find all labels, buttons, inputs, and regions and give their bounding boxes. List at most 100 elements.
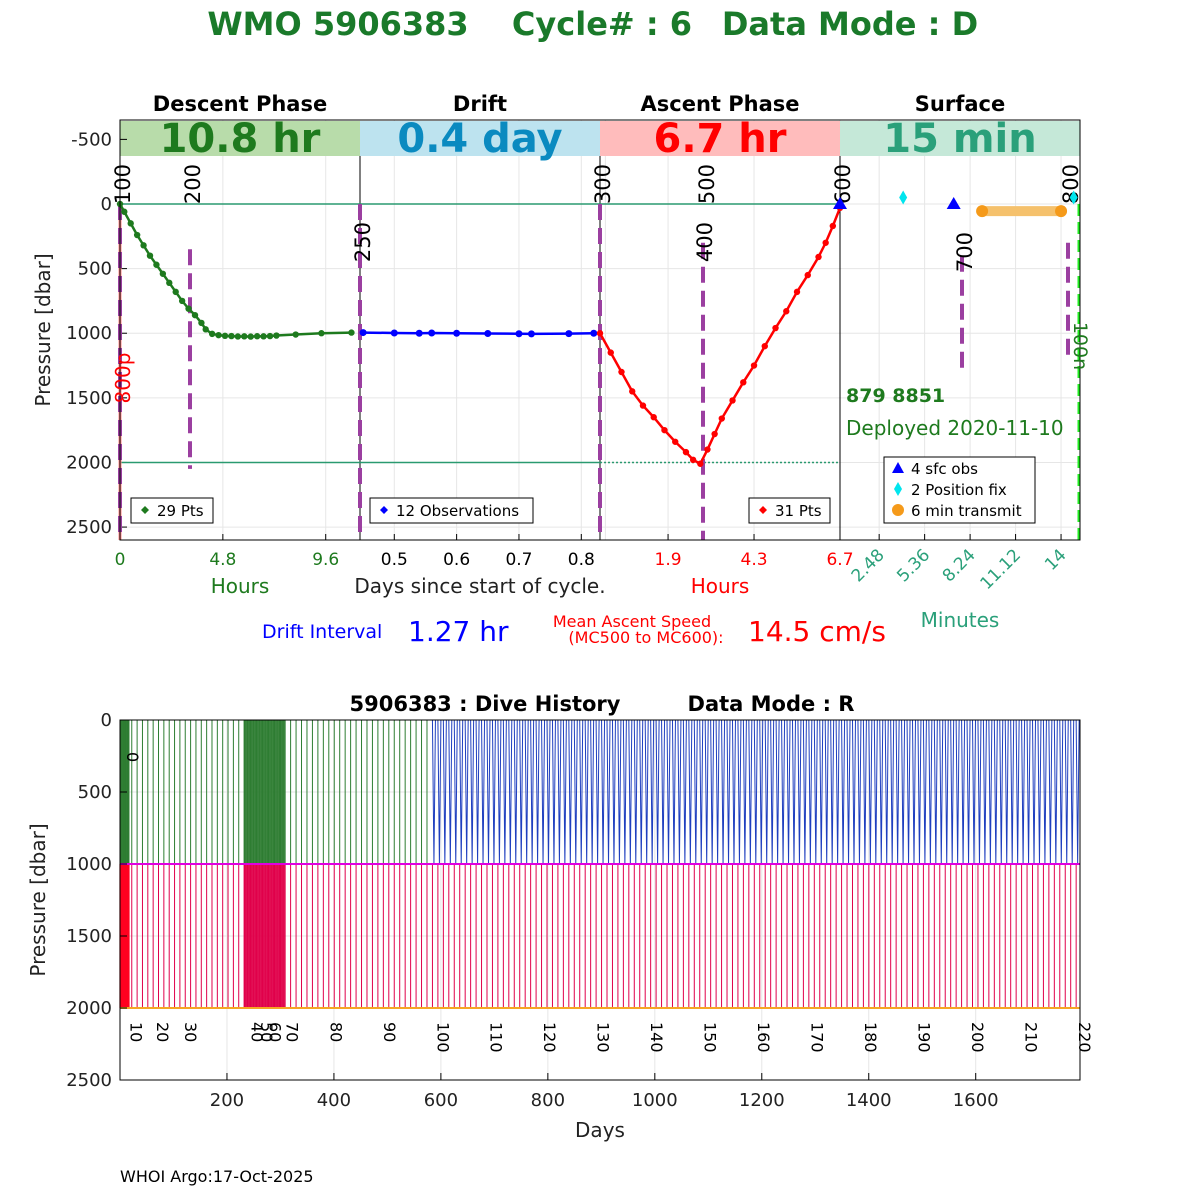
drift-point [359, 329, 367, 337]
profile-series [116, 190, 1078, 467]
descent-point [266, 332, 274, 340]
cycle-number-label: 0 [123, 752, 142, 762]
position-fix-diamond [899, 190, 908, 205]
bottom-x-tick-label: 400 [317, 1090, 351, 1111]
ascent-point [639, 402, 647, 409]
phase-header-ascent: Ascent Phase [641, 92, 800, 116]
cycle-number-label: 60 [265, 1022, 284, 1042]
legend-triangle-icon [892, 462, 904, 473]
bottom-y-tick-label: 1000 [66, 854, 112, 875]
descent-point [159, 270, 167, 277]
ascent-point [740, 379, 747, 386]
park-side-label: 800p [111, 353, 135, 404]
descent-point [198, 319, 205, 327]
cycle-number-label: 200 [968, 1022, 987, 1053]
top-y-axis: -500 0 500 1000 1500 2000 2500 [66, 129, 127, 538]
drift-point [453, 329, 461, 337]
bottom-x-tick-label: 800 [531, 1090, 565, 1111]
top-y-label: Pressure [dbar] [31, 253, 55, 406]
descent-point [260, 333, 267, 340]
phase-legends: 29 Pts 12 Observations 31 Pts [130, 497, 831, 524]
title-cycle: Cycle# : 6 [512, 5, 692, 43]
mission-code-label: 200 [181, 164, 205, 204]
ascent-point [661, 426, 668, 434]
descent-point [221, 332, 229, 340]
surface-legend: 4 sfc obs 2 Position fix 6 min transmit [883, 456, 1036, 524]
ascent-point [729, 397, 736, 404]
ascent-point [783, 308, 790, 315]
cycle-number-label: 10 [126, 1022, 145, 1042]
top-x-tick-label-descent: 9.6 [312, 550, 339, 570]
ascent-point [607, 349, 614, 356]
bottom-x-label: Days [575, 1118, 625, 1142]
ascent-point [689, 456, 697, 464]
ascent-point [711, 430, 718, 438]
mission-code-label: 300 [591, 164, 615, 204]
drift-point [415, 329, 423, 337]
cycle-number-label: 170 [808, 1022, 827, 1053]
cycle-number-label: 90 [380, 1022, 399, 1042]
cycle-number-label: 120 [540, 1022, 559, 1053]
descent-point [348, 329, 355, 336]
cycle-number-label: 210 [1022, 1022, 1041, 1053]
drift-point [565, 330, 573, 338]
cycle-number-label: 80 [326, 1022, 345, 1042]
bottom-x-tick-label: 1000 [632, 1090, 678, 1111]
title-wmo: WMO 5906383 [207, 5, 468, 43]
mission-code-label: 250 [351, 222, 375, 262]
top-x-tick-label-surface: 14 [1041, 545, 1070, 574]
bottom-x-tick-label: 200 [210, 1090, 244, 1111]
drift-point [590, 329, 598, 337]
top-x-tick-label-drift: 0.6 [443, 550, 470, 570]
bottom-y-tick-label: 2000 [66, 998, 112, 1019]
legend-text-descent: 29 Pts [157, 502, 204, 520]
descent-point [241, 333, 248, 340]
legend-marker-descent [141, 506, 149, 514]
cycle-number-label: 140 [647, 1022, 666, 1053]
ascent-point [804, 271, 811, 279]
descent-point [185, 305, 192, 312]
descent-point [292, 331, 299, 338]
legend-circle-icon [892, 504, 904, 516]
top-x-tick-label-surface: 11.12 [977, 545, 1026, 594]
legend-box-drift [369, 497, 534, 524]
phase-duration-ascent: 6.7 hr [654, 116, 787, 162]
cycle-number-label: 150 [701, 1022, 720, 1053]
descent-point [146, 252, 154, 259]
footer-credit: WHOI Argo:17-Oct-2025 [120, 1167, 314, 1186]
top-y-tick-label: 1500 [66, 388, 112, 409]
descent-point [208, 330, 216, 338]
top-y-tick-label: 500 [78, 259, 112, 280]
mission-code-label: 700 [953, 232, 977, 272]
cycle-number-label: 70 [282, 1022, 301, 1042]
cycle-number-label: 180 [861, 1022, 880, 1053]
top-x-tick-label-ascent: 1.9 [655, 550, 682, 570]
bottom-x-tick-label: 1400 [846, 1090, 892, 1111]
deployed-date: Deployed 2020-11-10 [846, 416, 1064, 440]
ascent-point [750, 362, 758, 369]
descent-point [247, 333, 254, 340]
top-y-tick-label: 1000 [66, 323, 112, 344]
cycle-number-label: 190 [915, 1022, 934, 1053]
float-id: 879 8851 [846, 385, 945, 407]
cycle-number-label: 220 [1075, 1022, 1094, 1053]
position-fix-diamond [1069, 190, 1078, 205]
top-x-tick-label-descent: 4.8 [209, 550, 236, 570]
ascent-point [596, 330, 604, 337]
dive-bars [119, 719, 1080, 1009]
ascent-point [822, 239, 829, 246]
cycle-number-label: 30 [181, 1022, 200, 1042]
last-side-label: 100n [1069, 322, 1091, 370]
mission-code-label: 400 [693, 222, 717, 262]
ascent-point [704, 446, 711, 453]
ascent-point [815, 253, 822, 261]
cycle-number-label: 160 [754, 1022, 773, 1053]
ascent-point [761, 342, 768, 350]
top-x-tick-label-drift: 0.8 [568, 550, 595, 570]
drift-point [484, 329, 492, 337]
descent-point [234, 333, 242, 340]
descent-point [228, 332, 235, 340]
